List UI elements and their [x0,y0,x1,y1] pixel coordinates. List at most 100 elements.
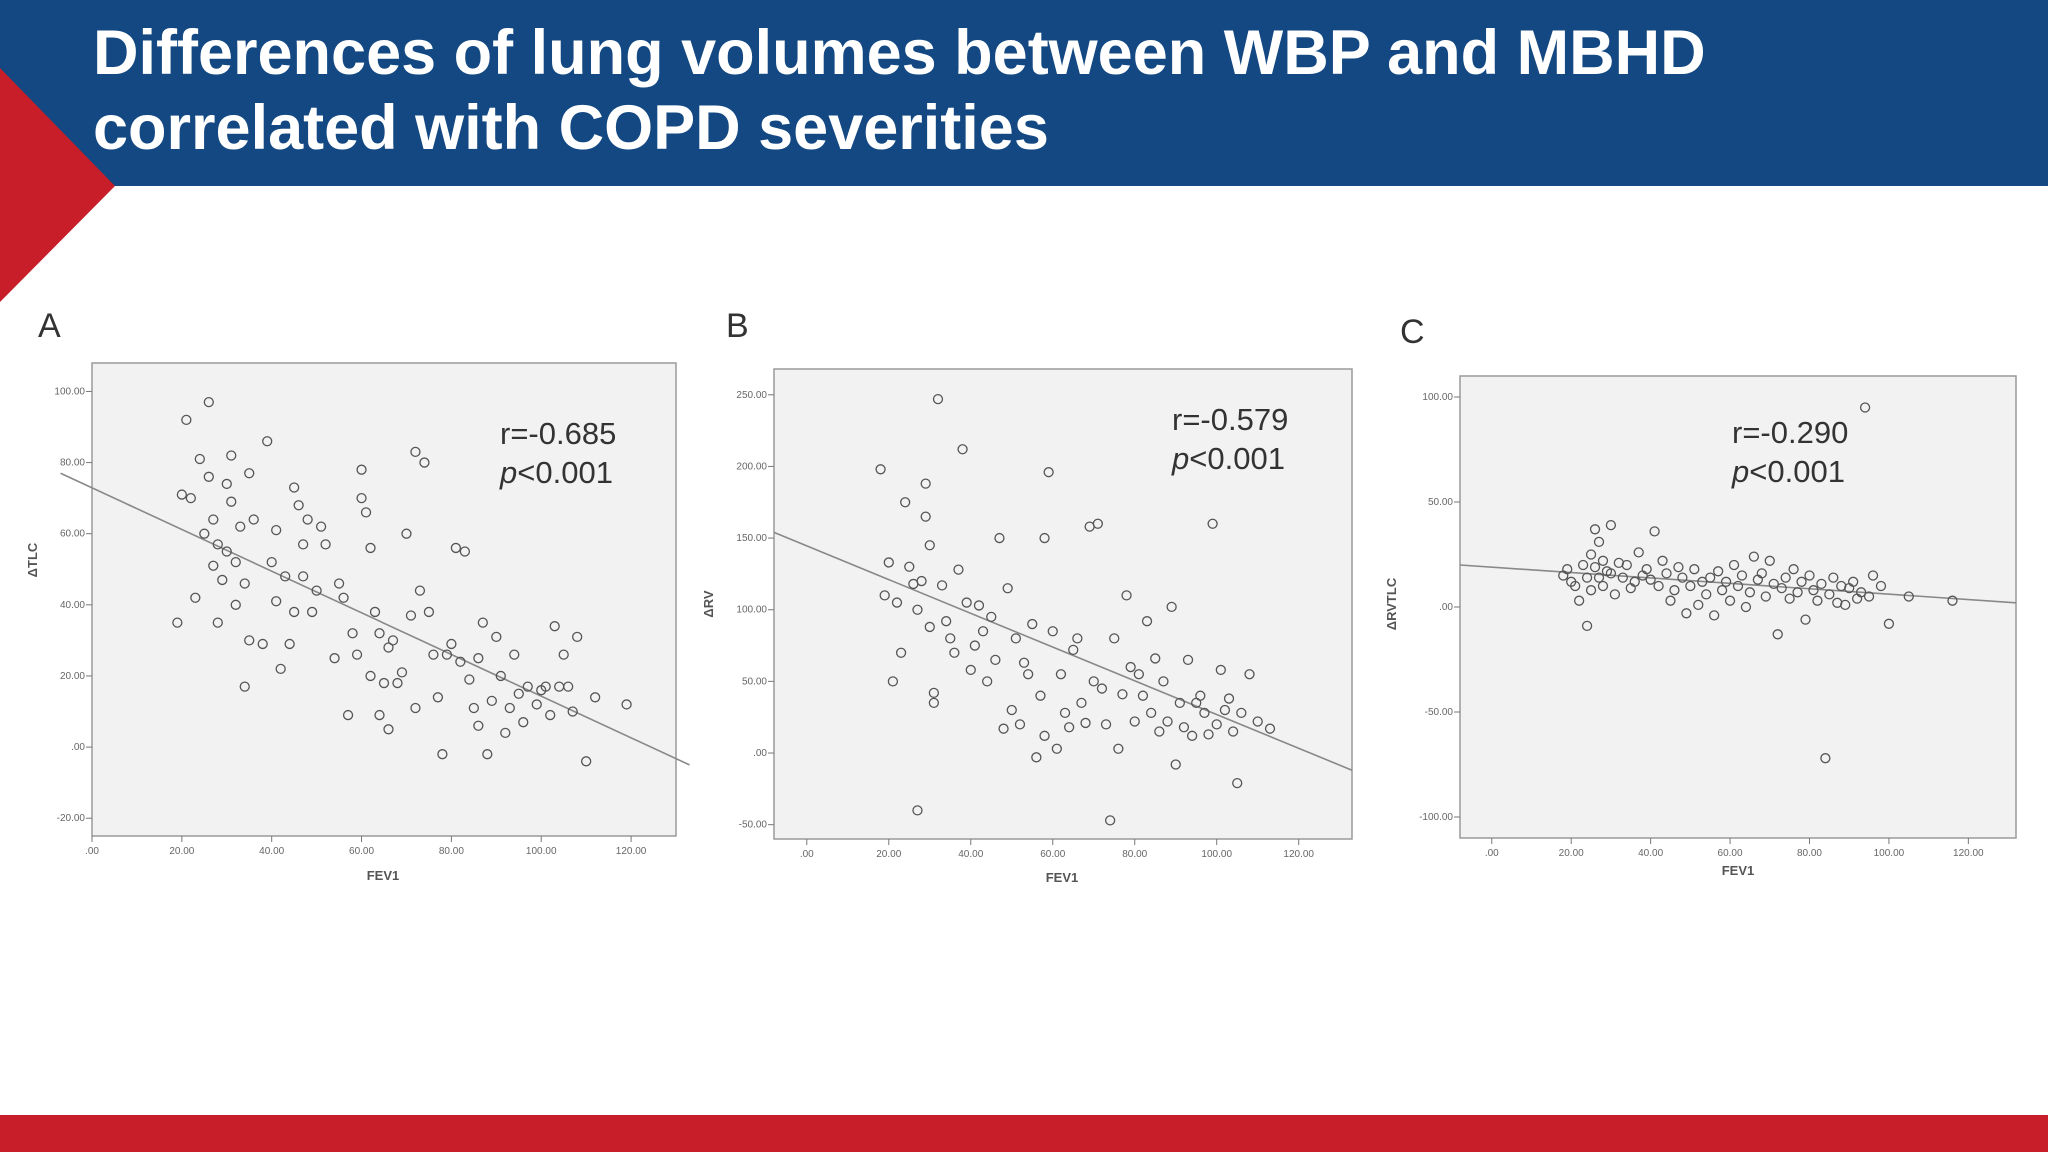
data-point-a [567,706,578,717]
red-corner-accent [0,68,115,302]
data-point-b [1088,676,1099,687]
data-point-a [356,492,367,504]
footer-bar [0,1115,2048,1152]
data-point-a [423,606,435,618]
data-point-c [1593,536,1605,548]
y-tick-label-c: 50.00 [1428,497,1453,508]
data-point-a [203,471,214,482]
data-point-a [226,496,237,507]
y-tick-label-b: .00 [753,748,767,759]
data-point-b [973,600,985,611]
x-tick-label-b: 60.00 [1040,849,1065,860]
data-point-b [949,647,960,658]
x-tick-label-c: 40.00 [1638,848,1663,859]
data-point-b [953,564,964,575]
data-point-a [356,464,367,475]
p-annotation-a: p<0.001 [499,455,613,490]
y-axis-label-c: ΔRVTLC [1384,577,1399,630]
data-point-c [1788,564,1799,575]
y-axis-label-b: ΔRV [701,590,716,617]
data-point-b [1236,707,1247,719]
title-line-1: Differences of lung volumes between WBP … [93,18,1706,88]
data-point-b [1096,683,1108,694]
y-tick-label-b: 150.00 [736,533,767,544]
data-point-a [185,492,196,504]
data-point-b [912,604,923,615]
data-point-a [365,542,376,554]
x-tick-label-b: 40.00 [958,849,983,860]
data-point-c [1581,620,1593,632]
data-point-b [1170,759,1181,770]
data-point-b [1252,716,1263,727]
data-point-c [1828,572,1839,583]
data-point-c [1570,580,1581,592]
data-point-b [1182,654,1194,666]
data-point-a [230,599,241,610]
x-axis-label-b: FEV1 [1046,870,1079,885]
data-point-a [194,453,205,465]
data-point-a [235,521,246,532]
data-point-b [1186,730,1198,741]
data-point-c [1712,566,1724,577]
data-point-b [1150,653,1161,664]
data-point-c [1732,580,1744,592]
data-point-c [1792,587,1803,598]
x-tick-label-a: 80.00 [439,846,464,857]
data-point-c [1728,559,1740,571]
data-point-a [468,702,479,714]
data-point-b [1076,697,1087,709]
data-point-c [1589,561,1601,573]
data-point-a [428,649,439,660]
data-point-b [1109,633,1120,644]
data-point-a [410,446,421,458]
x-tick-label-b: 100.00 [1201,849,1232,860]
data-point-c [1784,593,1795,604]
y-tick-label-c: -50.00 [1425,707,1454,718]
data-point-a [446,638,457,650]
y-tick-label-a: .00 [71,742,85,753]
data-point-a [351,649,363,660]
data-point-b [941,616,952,627]
data-point-b [1141,616,1153,627]
data-point-c [1605,568,1617,579]
data-point-a [190,592,201,603]
data-point-a [172,617,183,628]
data-point-a [199,528,210,539]
data-point-a [360,507,372,518]
data-point-a [293,500,304,511]
data-point-b [1039,532,1050,544]
x-tick-label-b: .00 [800,849,814,860]
data-point-a [545,709,556,721]
y-tick-label-b: 250.00 [736,390,767,401]
data-point-a [589,692,601,703]
x-tick-label-a: 100.00 [526,846,557,857]
data-point-b [1199,707,1210,719]
data-point-a [212,617,223,628]
data-point-b [1211,719,1222,730]
data-point-b [1002,583,1013,594]
data-point-b [1219,704,1231,716]
data-point-a [257,638,268,650]
data-point-c [1800,614,1811,625]
data-point-a [401,528,412,539]
y-tick-label-a: 100.00 [54,386,85,397]
data-point-c [1661,568,1672,579]
data-point-a [581,756,592,767]
data-point-a [549,621,560,632]
data-point-a [333,578,345,589]
data-point-a [297,539,309,550]
data-point-a [405,610,417,621]
data-point-b [1133,669,1144,680]
title-line-2: correlated with COPD severities [93,93,1049,163]
data-point-a [392,677,403,689]
data-point-c [1816,578,1827,590]
data-point-b [895,647,907,658]
data-point-b [883,557,894,568]
data-point-b [986,611,997,623]
data-point-a [540,681,551,692]
data-point-a [513,688,524,699]
x-tick-label-c: 120.00 [1953,848,1984,859]
data-point-c [1645,574,1656,585]
x-tick-label-c: .00 [1485,848,1499,859]
